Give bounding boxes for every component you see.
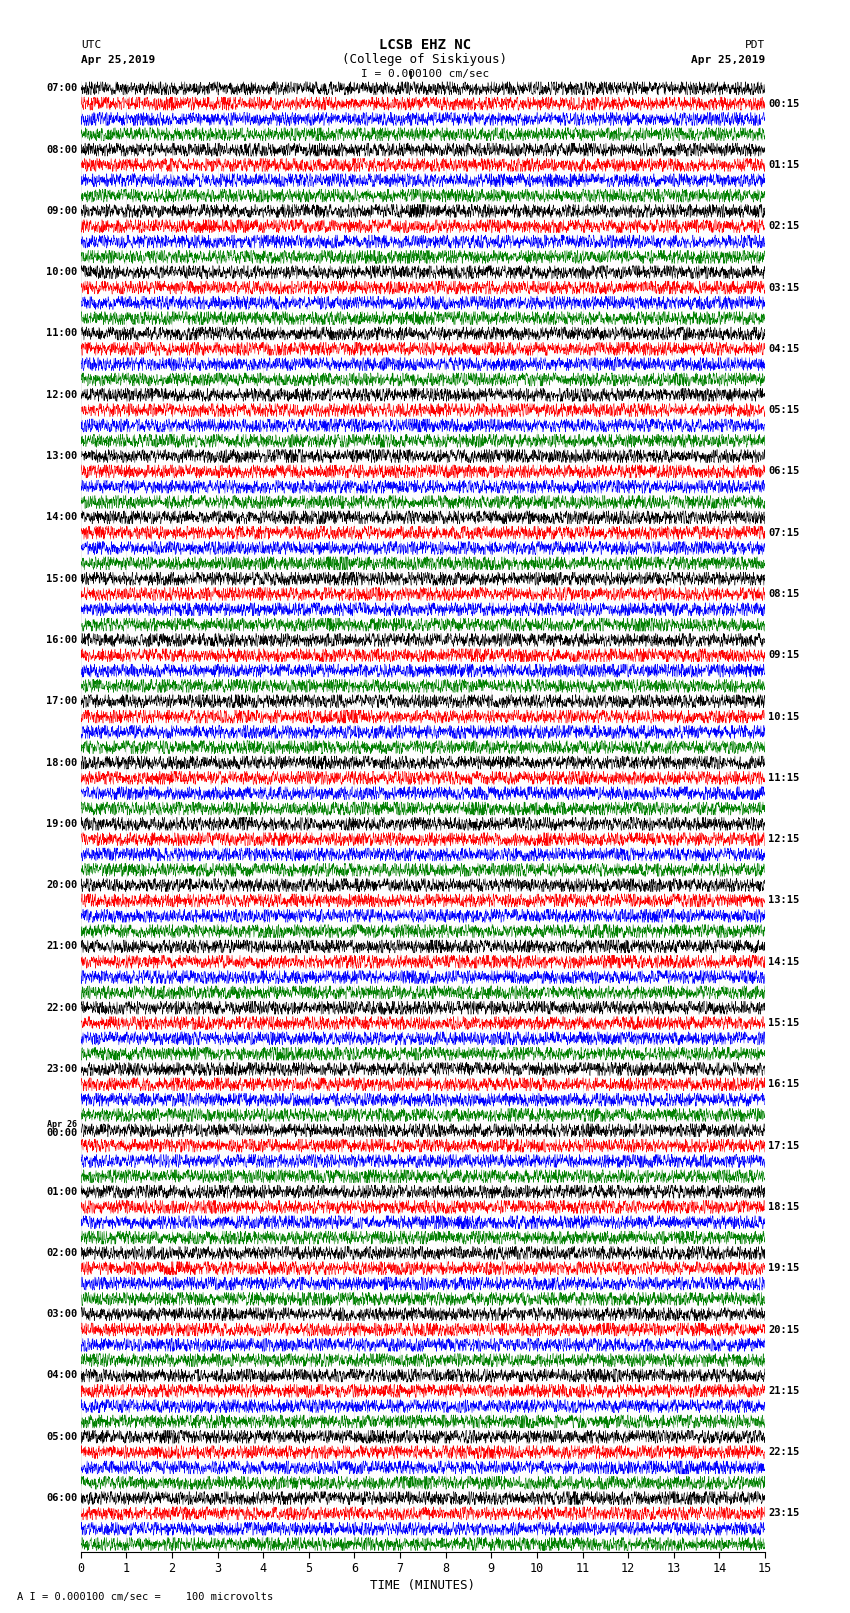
Text: 19:15: 19:15 [768,1263,800,1273]
Text: 18:15: 18:15 [768,1202,800,1211]
X-axis label: TIME (MINUTES): TIME (MINUTES) [371,1579,475,1592]
Text: Apr 26: Apr 26 [48,1119,77,1129]
Text: 12:00: 12:00 [46,390,77,400]
Text: 11:15: 11:15 [768,773,800,782]
Text: 23:00: 23:00 [46,1065,77,1074]
Text: PDT: PDT [745,40,765,50]
Text: 10:00: 10:00 [46,268,77,277]
Text: 22:00: 22:00 [46,1003,77,1013]
Text: 16:00: 16:00 [46,636,77,645]
Text: 14:00: 14:00 [46,513,77,523]
Text: 13:00: 13:00 [46,452,77,461]
Text: 03:15: 03:15 [768,282,800,292]
Text: 15:15: 15:15 [768,1018,800,1027]
Text: 02:00: 02:00 [46,1248,77,1258]
Text: 03:00: 03:00 [46,1310,77,1319]
Text: 04:00: 04:00 [46,1371,77,1381]
Text: A I = 0.000100 cm/sec =    100 microvolts: A I = 0.000100 cm/sec = 100 microvolts [17,1592,273,1602]
Text: 11:00: 11:00 [46,329,77,339]
Text: 10:15: 10:15 [768,711,800,721]
Text: 05:15: 05:15 [768,405,800,415]
Text: 21:15: 21:15 [768,1386,800,1395]
Text: 20:00: 20:00 [46,881,77,890]
Text: LCSB EHZ NC: LCSB EHZ NC [379,39,471,52]
Text: 08:00: 08:00 [46,145,77,155]
Text: 17:15: 17:15 [768,1140,800,1150]
Text: 21:00: 21:00 [46,942,77,952]
Text: 01:15: 01:15 [768,160,800,169]
Text: 00:15: 00:15 [768,98,800,108]
Text: 15:00: 15:00 [46,574,77,584]
Text: 20:15: 20:15 [768,1324,800,1334]
Text: 13:15: 13:15 [768,895,800,905]
Text: 04:15: 04:15 [768,344,800,353]
Text: 09:15: 09:15 [768,650,800,660]
Text: Apr 25,2019: Apr 25,2019 [691,55,765,65]
Text: 23:15: 23:15 [768,1508,800,1518]
Text: 19:00: 19:00 [46,819,77,829]
Text: 09:00: 09:00 [46,206,77,216]
Text: 02:15: 02:15 [768,221,800,231]
Text: 01:00: 01:00 [46,1187,77,1197]
Text: 08:15: 08:15 [768,589,800,598]
Text: 06:15: 06:15 [768,466,800,476]
Text: 07:00: 07:00 [46,84,77,94]
Text: I = 0.000100 cm/sec: I = 0.000100 cm/sec [361,69,489,79]
Text: 00:00: 00:00 [46,1129,77,1139]
Text: UTC: UTC [81,40,101,50]
Text: 12:15: 12:15 [768,834,800,844]
Text: 18:00: 18:00 [46,758,77,768]
Text: 22:15: 22:15 [768,1447,800,1457]
Text: 07:15: 07:15 [768,527,800,537]
Text: Apr 25,2019: Apr 25,2019 [81,55,155,65]
Text: (College of Siskiyous): (College of Siskiyous) [343,53,507,66]
Text: 06:00: 06:00 [46,1494,77,1503]
Text: 14:15: 14:15 [768,957,800,966]
Text: 05:00: 05:00 [46,1432,77,1442]
Text: 16:15: 16:15 [768,1079,800,1089]
Text: 17:00: 17:00 [46,697,77,706]
